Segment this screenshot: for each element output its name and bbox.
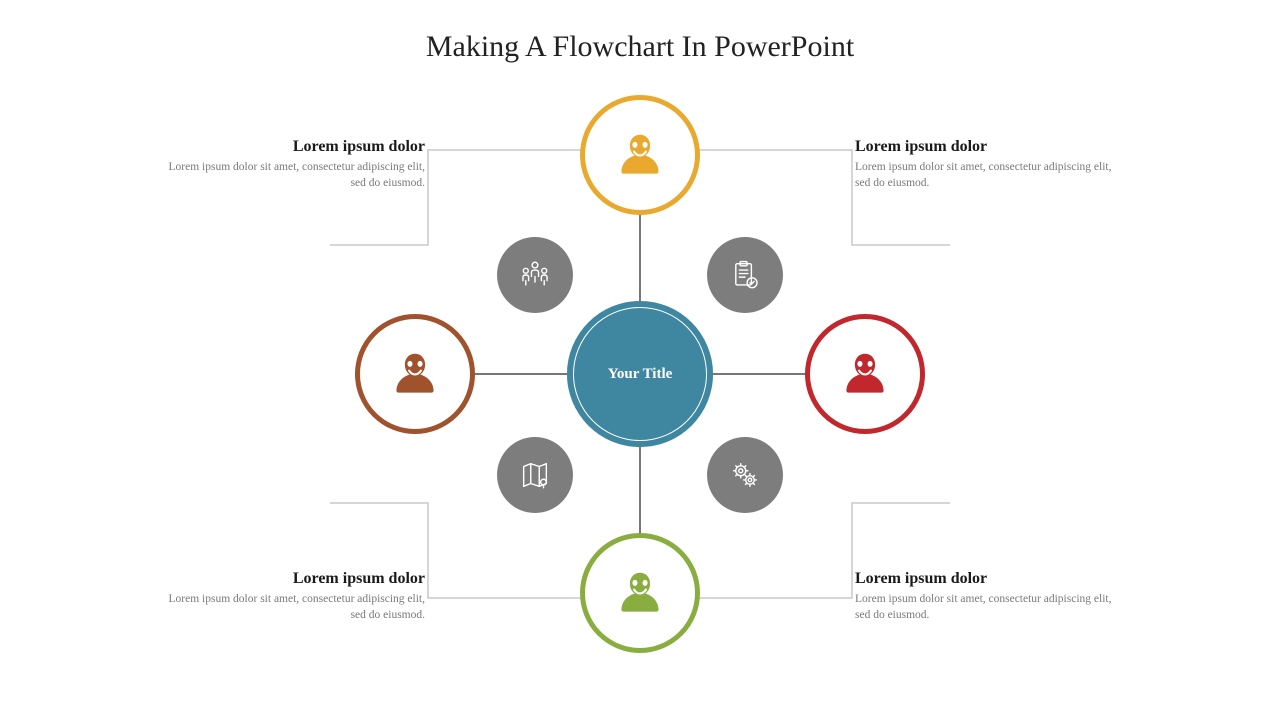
text-heading: Lorem ipsum dolor bbox=[155, 570, 425, 588]
gray-node-bottom-left bbox=[497, 437, 573, 513]
text-body: Lorem ipsum dolor sit amet, consectetur … bbox=[855, 592, 1125, 623]
text-block-top-left: Lorem ipsum dolor Lorem ipsum dolor sit … bbox=[155, 138, 425, 191]
text-body: Lorem ipsum dolor sit amet, consectetur … bbox=[155, 160, 425, 191]
text-heading: Lorem ipsum dolor bbox=[855, 138, 1125, 156]
text-block-bottom-right: Lorem ipsum dolor Lorem ipsum dolor sit … bbox=[855, 570, 1125, 623]
text-heading: Lorem ipsum dolor bbox=[855, 570, 1125, 588]
slide: Making A Flowchart In PowerPoint Your Ti… bbox=[0, 0, 1280, 720]
person-icon bbox=[613, 566, 667, 620]
slide-title: Making A Flowchart In PowerPoint bbox=[0, 30, 1280, 64]
node-left bbox=[355, 314, 475, 434]
text-block-bottom-left: Lorem ipsum dolor Lorem ipsum dolor sit … bbox=[155, 570, 425, 623]
text-block-top-right: Lorem ipsum dolor Lorem ipsum dolor sit … bbox=[855, 138, 1125, 191]
text-body: Lorem ipsum dolor sit amet, consectetur … bbox=[155, 592, 425, 623]
node-right bbox=[805, 314, 925, 434]
gray-node-bottom-right bbox=[707, 437, 783, 513]
node-bottom bbox=[580, 533, 700, 653]
person-icon bbox=[838, 347, 892, 401]
text-heading: Lorem ipsum dolor bbox=[155, 138, 425, 156]
center-node-label: Your Title bbox=[608, 366, 673, 383]
person-icon bbox=[388, 347, 442, 401]
gray-node-top-right bbox=[707, 237, 783, 313]
text-body: Lorem ipsum dolor sit amet, consectetur … bbox=[855, 160, 1125, 191]
center-node: Your Title bbox=[567, 301, 713, 447]
person-icon bbox=[613, 128, 667, 182]
node-top bbox=[580, 95, 700, 215]
gray-node-top-left bbox=[497, 237, 573, 313]
